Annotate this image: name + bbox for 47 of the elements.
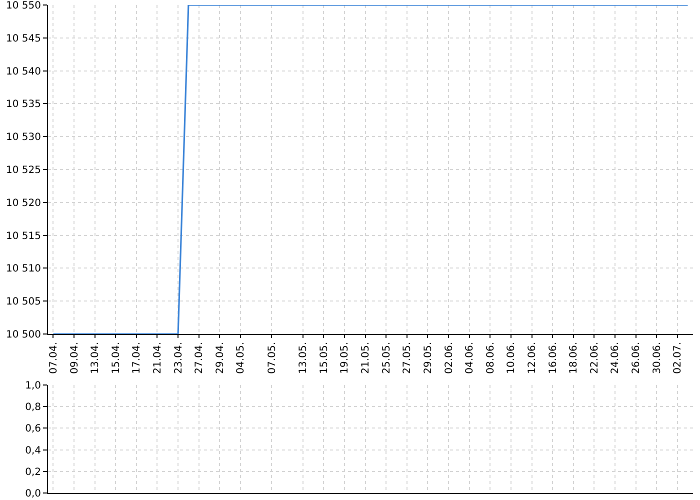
x-tick-label: 09.04.: [69, 342, 80, 374]
x-tick-label: 24.06.: [610, 342, 622, 374]
y-tick-label: 10 525: [6, 165, 41, 176]
x-tick-label: 02.07.: [672, 342, 684, 374]
x-tick-label: 08.06.: [485, 342, 496, 374]
y-tick-label: 10 530: [6, 132, 41, 144]
x-tick-label: 13.04.: [90, 342, 102, 374]
y-tick-label: 0,4: [25, 445, 41, 456]
x-tick-label: 16.06.: [548, 342, 559, 374]
x-tick-label: 19.05.: [340, 342, 351, 374]
x-tick-label: 27.05.: [402, 342, 414, 374]
y-tick-label: 10 520: [6, 198, 41, 209]
x-tick-label: 07.05.: [266, 342, 278, 374]
x-tick-label: 30.06.: [652, 342, 663, 374]
x-tick-label: 26.06.: [631, 342, 642, 374]
x-tick-label: 02.06.: [444, 342, 455, 374]
y-tick-label: 10 500: [6, 330, 41, 340]
x-tick-label: 25.05.: [381, 342, 392, 374]
y-tick-label: 10 510: [6, 264, 41, 275]
x-tick-label: 18.06.: [568, 342, 580, 374]
y-tick-label: 10 540: [6, 66, 41, 78]
y-tick-label: 0,6: [25, 424, 41, 435]
y-tick-label: 10 505: [6, 296, 41, 308]
x-tick-label: 15.04.: [110, 342, 122, 374]
y-tick-label: 0,8: [25, 402, 41, 414]
y-tick-label: 10 545: [6, 33, 41, 44]
x-tick-label: 17.04.: [132, 342, 143, 374]
x-tick-label: 21.05.: [360, 342, 372, 374]
y-tick-label: 10 535: [6, 99, 41, 110]
x-tick-label: 07.04.: [48, 342, 60, 374]
x-tick-label: 23.04.: [173, 342, 184, 374]
x-tick-label: 29.04.: [214, 342, 226, 374]
x-tick-label: 12.06.: [527, 342, 538, 374]
x-tick-label: 13.05.: [298, 342, 310, 374]
y-tick-label: 10 515: [6, 230, 41, 242]
y-tick-label: 0,0: [25, 488, 41, 500]
y-tick-label: 10 550: [6, 0, 41, 12]
x-tick-label: 29.05.: [422, 342, 434, 374]
y-tick-label: 1,0: [25, 380, 41, 392]
x-tick-label: 22.06.: [589, 342, 600, 374]
x-tick-label: 04.06.: [464, 342, 476, 374]
x-tick-label: 27.04.: [194, 342, 206, 374]
x-tick-label: 21.04.: [152, 342, 164, 374]
x-tick-label: 15.05.: [318, 342, 330, 374]
x-tick-label: 10.06.: [506, 342, 518, 374]
y-tick-label: 0,2: [25, 466, 41, 478]
x-tick-label: 04.05.: [236, 342, 247, 374]
